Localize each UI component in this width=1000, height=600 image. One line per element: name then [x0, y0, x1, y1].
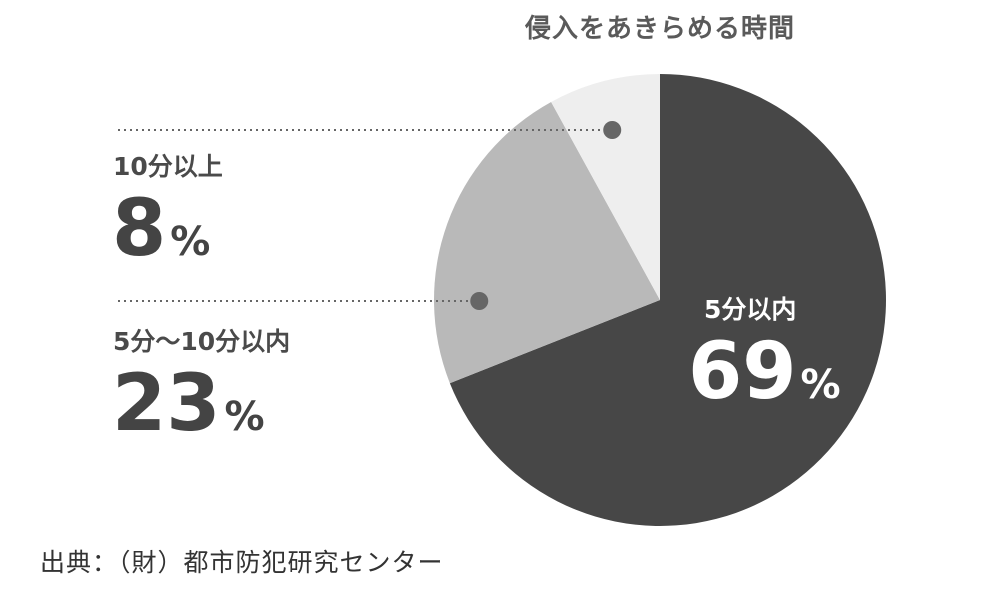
slice-value-5min-within: 69 — [688, 327, 797, 417]
leader-marker-5-10min — [470, 292, 489, 310]
slice-percent-5min-within: 69% — [688, 333, 841, 411]
slice-percent-10min-over: 8% — [112, 190, 210, 268]
slice-label-5min-within: 5分以内 — [704, 295, 797, 324]
slice-5-10min — [433, 101, 660, 384]
slice-10min-over — [551, 74, 660, 300]
chart-title: 侵入をあきらめる時間 — [524, 14, 795, 44]
slice-label-5-10min: 5分～10分以内 — [113, 327, 291, 356]
slice-label-10min-over: 10分以上 — [113, 152, 223, 181]
leader-marker-10min-over — [603, 121, 622, 139]
slice-unit-10min-over: % — [170, 219, 211, 265]
slice-5min-within — [449, 74, 886, 526]
source-note: 出典：（財）都市防犯研究センター — [40, 548, 444, 577]
slice-unit-5min-within: % — [800, 362, 841, 408]
slice-unit-5-10min: % — [224, 394, 265, 440]
slice-percent-5-10min: 23% — [112, 365, 265, 443]
slice-value-5-10min: 23 — [112, 359, 221, 449]
slice-value-10min-over: 8 — [112, 184, 167, 274]
